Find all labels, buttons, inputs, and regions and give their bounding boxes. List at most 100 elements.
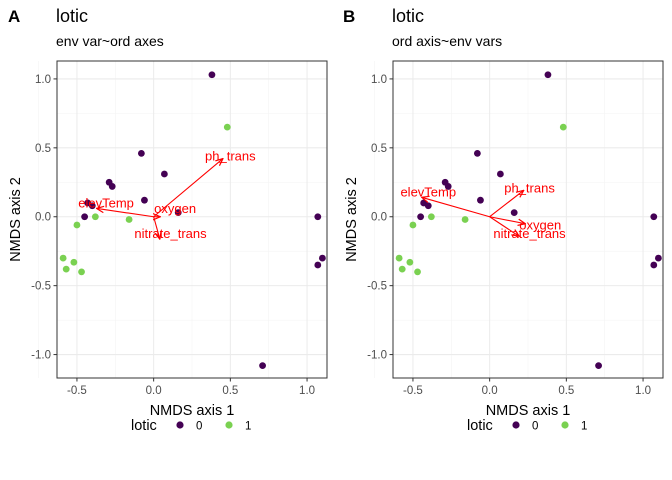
y-tick-label: 1.0 xyxy=(35,74,51,86)
vector-label-nitrate-trans: nitrate_trans xyxy=(134,226,207,241)
x-tick-label: 0.5 xyxy=(558,385,574,397)
y-tick-label: 0.5 xyxy=(371,143,387,155)
plot-frame-a xyxy=(56,60,328,379)
y-axis-title-a: NMDS axis 2 xyxy=(8,177,24,262)
y-tick-label: -1.0 xyxy=(367,350,387,362)
env-vectors-a: ph_trans elevTemp oxygen nitrate_trans xyxy=(78,149,256,241)
panel-b: B lotic ord axis~env vars ph_trans elevTe… xyxy=(343,6,664,434)
x-axis-title-a: NMDS axis 1 xyxy=(150,403,235,419)
data-points-b xyxy=(395,71,662,369)
vector-label-elevTemp: elevTemp xyxy=(400,184,456,199)
legend-swatch-0-b xyxy=(512,421,520,429)
chart-title-a: lotic xyxy=(56,6,88,26)
vector-arrow-ph-trans xyxy=(153,159,223,218)
data-point-lotic-0 xyxy=(108,183,116,190)
vector-label-elevTemp: elevTemp xyxy=(78,195,134,210)
y-tick-label: 0.0 xyxy=(371,212,387,224)
vector-label-oxygen: oxygen xyxy=(519,218,561,233)
legend-title-a: lotic xyxy=(131,418,157,434)
data-point-lotic-0 xyxy=(477,196,484,204)
data-point-lotic-1 xyxy=(427,213,435,221)
x-tick-label: 1.0 xyxy=(635,385,651,397)
data-point-lotic-1 xyxy=(461,216,469,223)
data-point-lotic-0 xyxy=(510,209,518,217)
grid-a xyxy=(38,61,327,378)
vector-label-ph-trans: ph_trans xyxy=(205,149,256,164)
data-point-lotic-0 xyxy=(444,183,452,190)
y-tick-label: -1.0 xyxy=(31,350,51,362)
x-tick-label: 0.5 xyxy=(222,385,238,397)
legend-b: lotic 0 1 xyxy=(467,418,587,434)
legend-swatch-1-b xyxy=(561,421,569,429)
vector-arrow-elevTemp xyxy=(97,208,154,218)
legend-label-0-b: 0 xyxy=(532,421,538,433)
x-tick-label: -0.5 xyxy=(67,385,87,397)
data-point-lotic-1 xyxy=(395,254,403,262)
panel-tag-b: B xyxy=(343,7,355,26)
x-tick-label: 0.0 xyxy=(482,385,498,397)
y-tick-label: 0.5 xyxy=(35,143,51,155)
chart-title-b: lotic xyxy=(392,6,424,26)
x-tick-label: -0.5 xyxy=(403,385,423,397)
vector-arrow-nitrate-trans xyxy=(489,216,519,236)
x-tick-label: 0.0 xyxy=(146,385,162,397)
data-point-lotic-1 xyxy=(91,213,99,221)
legend-label-1-a: 1 xyxy=(245,421,251,433)
vector-label-oxygen: oxygen xyxy=(154,201,196,216)
panel-tag-a: A xyxy=(8,7,20,26)
data-point-lotic-0 xyxy=(160,170,168,178)
vector-arrow-oxygen xyxy=(489,216,525,224)
legend-label-1-b: 1 xyxy=(581,421,587,433)
data-point-lotic-1 xyxy=(73,221,81,229)
data-point-lotic-0 xyxy=(417,213,425,221)
data-point-lotic-1 xyxy=(409,221,417,229)
vector-label-nitrate-trans: nitrate_trans xyxy=(493,226,566,241)
legend-swatch-1-a xyxy=(225,421,233,429)
data-point-lotic-0 xyxy=(174,209,182,217)
data-point-lotic-1 xyxy=(125,216,133,223)
legend-label-0-a: 0 xyxy=(196,421,202,433)
data-point-lotic-1 xyxy=(398,265,406,273)
data-point-lotic-1 xyxy=(406,258,414,266)
ticks-a: -0.5 0.0 0.5 1.0 -1.0 -0.5 0.0 0.5 1.0 xyxy=(31,74,315,397)
chart-subtitle-b: ord axis~env vars xyxy=(392,33,502,49)
data-point-lotic-0 xyxy=(314,261,322,269)
x-tick-label: 1.0 xyxy=(299,385,315,397)
data-point-lotic-1 xyxy=(70,258,78,266)
data-point-lotic-0 xyxy=(654,254,662,262)
data-point-lotic-0 xyxy=(650,261,658,269)
vector-arrow-ph-trans xyxy=(489,191,524,218)
grid-b xyxy=(374,61,663,378)
y-tick-label: -0.5 xyxy=(367,281,387,293)
chart-subtitle-a: env var~ord axes xyxy=(56,33,164,49)
data-point-lotic-1 xyxy=(559,123,567,131)
y-tick-label: 1.0 xyxy=(371,74,387,86)
ticks-b: -0.5 0.0 0.5 1.0 -1.0 -0.5 0.0 0.5 1.0 xyxy=(367,74,651,397)
data-point-lotic-1 xyxy=(223,123,231,131)
y-axis-title-b: NMDS axis 2 xyxy=(344,177,360,262)
data-point-lotic-0 xyxy=(650,213,658,221)
vector-label-ph-trans: ph_trans xyxy=(504,180,555,195)
panel-a: A lotic env var~ord axes ph_trans elevTem… xyxy=(8,6,328,434)
data-points-a xyxy=(59,71,326,369)
data-point-lotic-0 xyxy=(314,213,322,221)
data-point-lotic-0 xyxy=(208,71,216,79)
legend-swatch-0-a xyxy=(176,421,184,429)
data-point-lotic-0 xyxy=(259,362,266,369)
data-point-lotic-1 xyxy=(414,268,421,276)
data-point-lotic-0 xyxy=(496,170,504,178)
data-point-lotic-0 xyxy=(318,254,326,262)
legend-title-b: lotic xyxy=(467,418,493,434)
data-point-lotic-0 xyxy=(473,149,481,157)
x-axis-title-b: NMDS axis 1 xyxy=(486,403,571,419)
data-point-lotic-1 xyxy=(59,254,67,262)
plot-frame-b xyxy=(392,60,664,379)
data-point-lotic-0 xyxy=(595,362,602,369)
data-point-lotic-1 xyxy=(62,265,70,273)
vector-arrow-elevTemp xyxy=(422,197,490,218)
y-tick-label: 0.0 xyxy=(35,212,51,224)
legend-a: lotic 0 1 xyxy=(131,418,251,434)
data-point-lotic-0 xyxy=(88,202,96,210)
